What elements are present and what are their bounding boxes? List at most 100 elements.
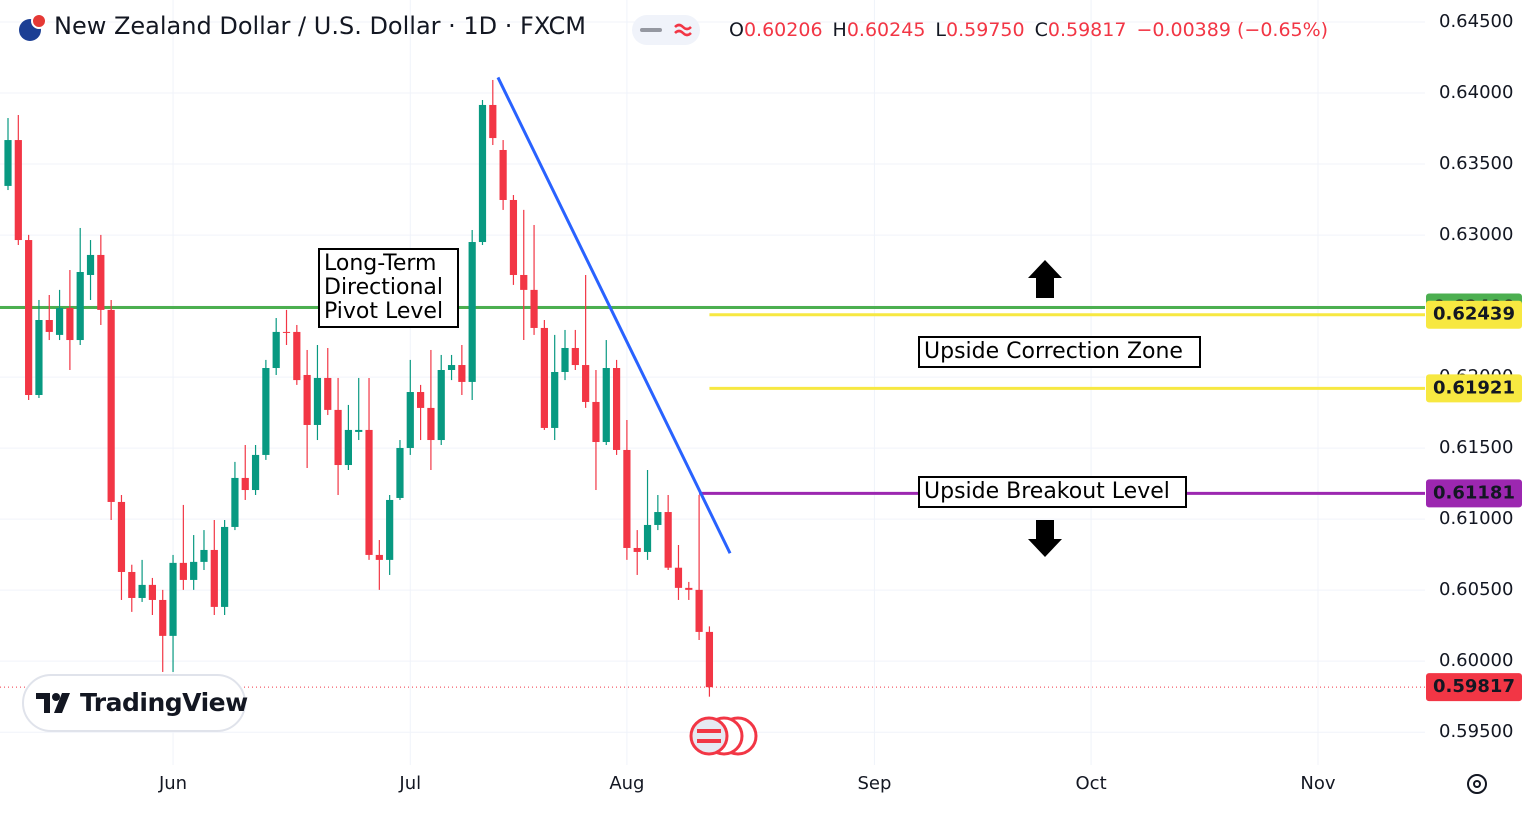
candle-body (437, 370, 445, 441)
ohlc-key: H (832, 19, 847, 41)
candle-body (282, 331, 291, 333)
candle-body (458, 365, 466, 382)
currency-flag (31, 13, 47, 29)
candle-body (592, 401, 600, 443)
settings-icon (1473, 780, 1481, 788)
candle-body (705, 631, 714, 688)
candle-body (427, 407, 435, 441)
candle-body (4, 140, 12, 186)
watermark-text: TradingView (80, 688, 248, 717)
candle-body (25, 240, 33, 395)
arrow-down (1028, 520, 1062, 557)
ohlc-key: C (1034, 19, 1048, 41)
x-tick-label: Sep (857, 773, 891, 794)
candle-body (107, 309, 115, 502)
y-tick-label: 0.60500 (1439, 579, 1513, 600)
candle-body (221, 526, 229, 607)
candle-body (45, 320, 53, 332)
event-icon-stripe (697, 739, 721, 743)
candle-body (561, 347, 569, 372)
candle-body (509, 199, 518, 275)
candle-body (293, 331, 301, 381)
ohlc-value: 0.59817 (1047, 19, 1127, 41)
candle-body (272, 331, 280, 369)
candle-body (66, 307, 74, 341)
ohlc-value: 0.60206 (743, 19, 823, 41)
level-label: 0.61181 (1433, 482, 1515, 503)
candle-body (169, 562, 177, 636)
status-icon (674, 23, 692, 37)
candle-body (571, 347, 579, 366)
y-tick-label: 0.61000 (1439, 508, 1513, 529)
y-tick-label: 0.60000 (1439, 650, 1513, 671)
candle-body (406, 392, 414, 448)
candle-body (313, 377, 322, 425)
candle-body (375, 554, 383, 560)
candle-body (468, 242, 476, 382)
candle-body (499, 149, 507, 200)
candle-body (602, 368, 610, 443)
candle-body (478, 104, 487, 243)
candle-body (344, 429, 352, 466)
candle-body (324, 377, 332, 410)
ohlc-key: L (935, 19, 947, 41)
annotation: Long-Term Directional Pivot Level (318, 248, 459, 328)
y-tick-label: 0.63500 (1439, 153, 1513, 174)
event-icon[interactable] (689, 716, 729, 756)
event-icons (689, 716, 758, 756)
candle-body (303, 374, 311, 425)
level-label-bg (1426, 300, 1522, 329)
candle-body (210, 549, 218, 607)
candle-body (128, 571, 136, 598)
candle-body (633, 547, 641, 552)
level-label-bg (1426, 374, 1522, 403)
candle-body (417, 392, 425, 408)
y-tick-label: 0.64000 (1439, 82, 1513, 103)
candle-body (76, 271, 84, 341)
candle-body (489, 104, 497, 139)
candle-body (355, 429, 363, 432)
candle-body (97, 254, 105, 310)
y-tick-label: 0.61500 (1439, 437, 1513, 458)
candle-body (582, 365, 590, 402)
candle-body (540, 327, 548, 428)
trendline (496, 76, 732, 554)
ohlc-key: O (729, 19, 744, 41)
candle-body (695, 589, 703, 632)
candle-body (14, 140, 22, 241)
x-tick-label: Oct (1076, 773, 1107, 794)
candle-body (35, 320, 43, 395)
candle-body (86, 254, 95, 275)
candle-body (241, 477, 249, 491)
ohlc-value: 0.60245 (846, 19, 926, 41)
candle-body (117, 501, 126, 572)
candle-body (447, 365, 456, 371)
x-tick-label: Nov (1300, 773, 1335, 794)
candle-body (654, 512, 662, 525)
settings-icon[interactable] (1467, 774, 1487, 794)
watermark[interactable]: TradingView (22, 674, 248, 732)
candle-body (643, 524, 652, 552)
candle-body (200, 549, 208, 562)
candle-body (386, 499, 394, 560)
candle-body (190, 561, 198, 580)
x-tick-label: Aug (609, 773, 644, 794)
ohlc-value: 0.59750 (946, 19, 1025, 41)
candle-body (262, 368, 270, 455)
candle-body (623, 449, 631, 548)
candle-body (334, 409, 342, 466)
candle-body (148, 584, 157, 600)
candle-body (231, 477, 239, 527)
arrow-up (1028, 260, 1062, 298)
level-label-bg (1426, 479, 1522, 508)
y-tick-label: 0.63000 (1439, 224, 1513, 245)
candle-body (612, 368, 621, 450)
y-tick-label: 0.64500 (1439, 11, 1513, 32)
candle-body (251, 454, 260, 491)
candle-body (551, 371, 559, 428)
status-pill[interactable] (632, 15, 700, 45)
candle-body (530, 289, 538, 328)
event-icon-stripe (697, 729, 721, 733)
candle-body (159, 599, 167, 636)
